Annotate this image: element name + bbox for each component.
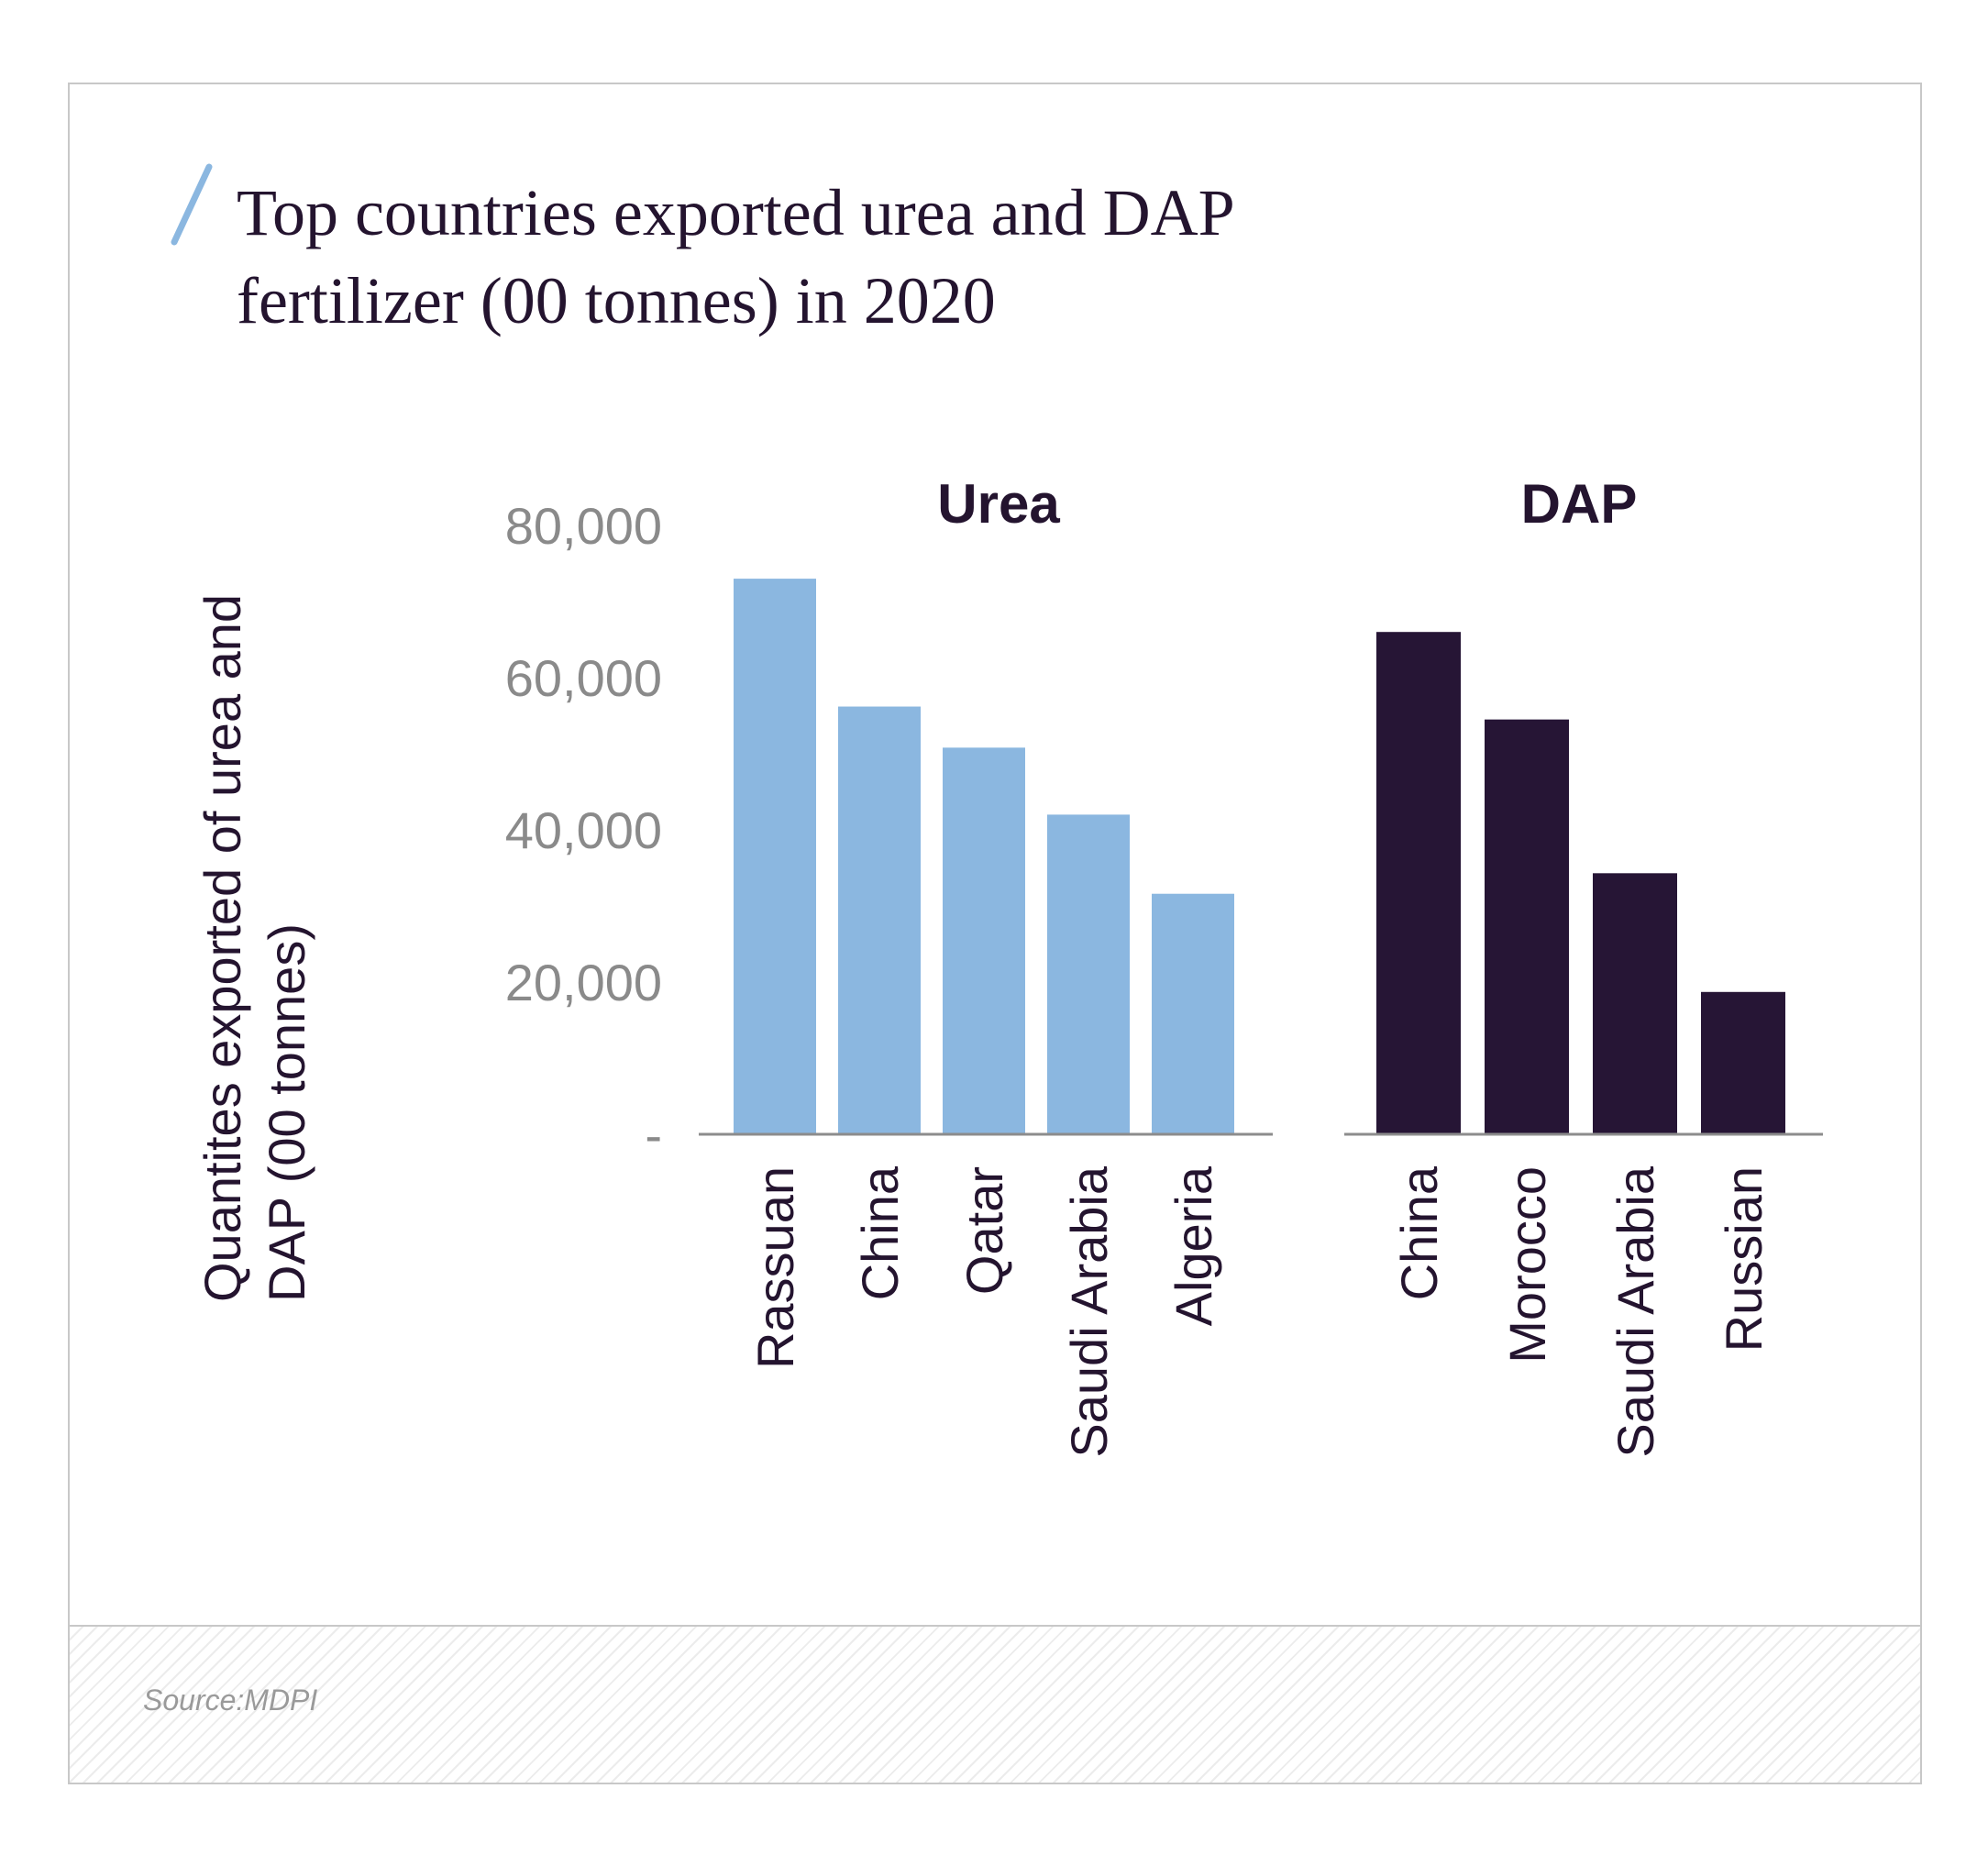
x-tick-label: Saudi Arabia <box>1060 1165 1118 1457</box>
panel-title: Urea <box>937 473 1060 535</box>
y-axis-label-line: DAP (00 tonnes) <box>258 923 315 1302</box>
bar <box>1485 719 1569 1134</box>
bar <box>1376 632 1461 1134</box>
footer: Source:MDPI <box>70 1625 1920 1783</box>
x-tick-label: Russian <box>1715 1166 1773 1352</box>
bar <box>943 747 1025 1134</box>
x-tick-label: Saudi Arabia <box>1607 1165 1664 1457</box>
y-tick-label: 40,000 <box>505 801 662 859</box>
bar <box>1047 814 1130 1134</box>
x-tick-label: Morocco <box>1498 1166 1556 1364</box>
y-tick-label: 80,000 <box>505 497 662 555</box>
bar <box>1152 893 1234 1134</box>
bar <box>734 579 816 1134</box>
y-tick-label: - <box>645 1106 662 1164</box>
x-tick-label: Algeria <box>1165 1165 1222 1326</box>
y-tick-label: 60,000 <box>505 649 662 707</box>
x-tick-label: China <box>1390 1165 1448 1300</box>
x-tick-label: Qatar <box>955 1166 1013 1295</box>
bar <box>1701 991 1785 1134</box>
bar <box>838 706 921 1134</box>
y-tick-label: 20,000 <box>505 954 662 1011</box>
y-axis-label-line: Quantites exported of urea and <box>193 594 251 1302</box>
slash-accent-icon <box>171 163 213 246</box>
y-axis-label: Quantites exported of urea and DAP (00 to… <box>193 594 315 1302</box>
x-tick-label: Rassuan <box>746 1166 804 1369</box>
chart-title: Top countries exported urea and DAP fert… <box>237 176 1235 337</box>
source-note: Source:MDPI <box>143 1684 318 1717</box>
panel-title: DAP <box>1521 473 1638 535</box>
x-tick-label: China <box>851 1165 909 1300</box>
bar <box>1593 873 1677 1134</box>
